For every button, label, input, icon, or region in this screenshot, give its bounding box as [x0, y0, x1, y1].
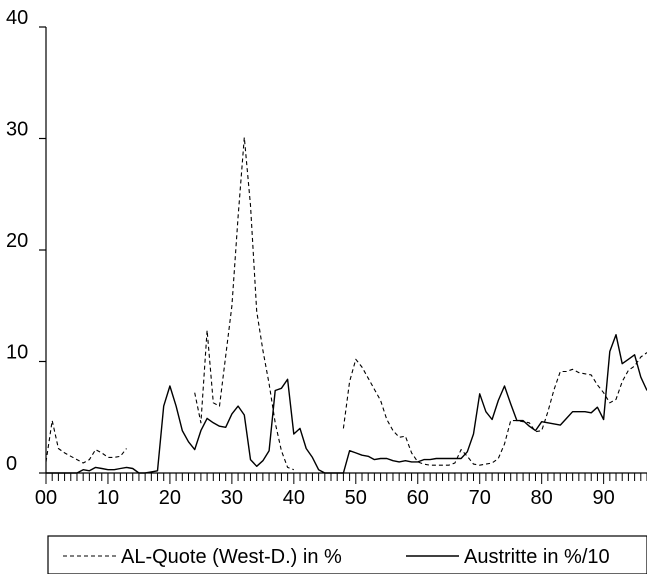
x-tick-label: 30: [221, 487, 243, 509]
y-tick-label: 0: [6, 453, 17, 475]
series-line-1: [45, 136, 647, 471]
x-tick-label: 70: [469, 487, 491, 509]
x-tick-label: 00: [35, 487, 57, 509]
x-tick-label: 20: [159, 487, 181, 509]
axes: 0 10 20 30 40 00 10 20 30 40 50 60 70 80 90: [6, 7, 647, 509]
y-tick-label: 10: [6, 342, 28, 364]
x-tick-label: 40: [283, 487, 305, 509]
x-tick-label: 60: [407, 487, 429, 509]
plot-area: [45, 136, 647, 474]
legend-label-2: Austritte in %/10: [464, 546, 610, 568]
legend-label-1: AL-Quote (West-D.) in %: [121, 546, 342, 568]
x-tick-label: 90: [593, 487, 615, 509]
legend: AL-Quote (West-D.) in % Austritte in %/10: [47, 535, 647, 575]
y-tick-label: 40: [6, 7, 28, 29]
x-tick-label: 10: [97, 487, 119, 509]
x-tick-label: 80: [531, 487, 553, 509]
y-tick-label: 30: [6, 119, 28, 141]
y-tick-label: 20: [6, 230, 28, 252]
x-tick-label: 50: [345, 487, 367, 509]
